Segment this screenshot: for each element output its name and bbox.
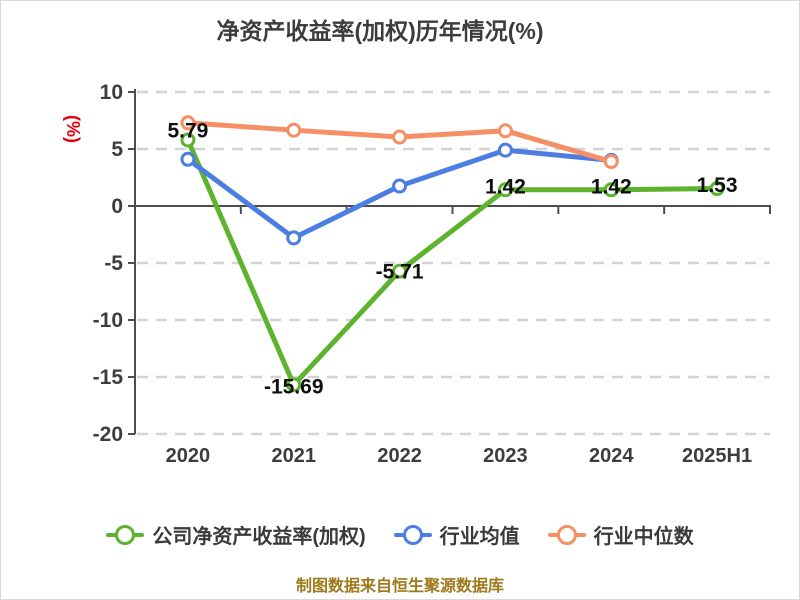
data-point-marker (497, 182, 513, 198)
legend: 公司净资产收益率(加权) 行业均值 行业中位数 (1, 520, 799, 549)
industry-average-series-marker-icon (393, 523, 432, 547)
data-point-marker (286, 122, 302, 138)
y-tick-label: -10 (93, 309, 123, 332)
y-tick-label: -5 (104, 252, 123, 275)
point-value-label: 5.79 (167, 119, 208, 142)
company-roe-series-marker-icon (106, 523, 145, 547)
data-point-marker (497, 142, 513, 158)
series-line-0 (185, 137, 720, 388)
y-tick-label: 0 (111, 195, 123, 218)
series-line-1 (185, 147, 614, 241)
point-value-label: 1.42 (485, 175, 526, 198)
x-tick-label: 2022 (377, 445, 422, 467)
data-point-marker (709, 181, 725, 197)
industry-median-series-marker-icon (547, 523, 586, 547)
legend-item-industry-average[interactable]: 行业均值 (393, 520, 520, 549)
data-point-marker (286, 230, 302, 246)
y-axis-name: (%) (63, 115, 83, 143)
data-point-marker (497, 123, 513, 139)
x-tick-label: 2021 (272, 445, 317, 467)
x-tick-label: 2024 (589, 445, 634, 467)
legend-item-industry-median[interactable]: 行业中位数 (547, 520, 694, 549)
data-point-marker (180, 151, 196, 167)
x-tick-label: 2023 (483, 445, 528, 467)
data-point-marker (392, 129, 408, 145)
footer-note: 制图数据来自恒生聚源数据库 (295, 578, 504, 595)
y-tick-label: 10 (100, 81, 123, 104)
point-value-label: -5.71 (376, 261, 424, 284)
y-tick-label: 5 (111, 138, 123, 161)
y-tick-label: -15 (93, 366, 124, 389)
data-point-marker (392, 178, 408, 194)
data-point-marker (286, 377, 302, 393)
data-point-marker (392, 263, 408, 279)
chart-title: 净资产收益率(加权)历年情况(%) (216, 18, 544, 44)
x-tick-label: 2020 (166, 445, 211, 467)
data-point-marker (603, 182, 619, 198)
legend-label-industry-median: 行业中位数 (593, 526, 694, 548)
data-point-marker (180, 115, 196, 131)
legend-label-company-roe: 公司净资产收益率(加权) (152, 526, 366, 548)
legend-label-industry-average: 行业均值 (439, 526, 520, 548)
legend-item-company-roe[interactable]: 公司净资产收益率(加权) (106, 520, 366, 549)
point-value-label: 1.42 (591, 175, 632, 198)
point-value-label: -15.69 (264, 375, 324, 398)
y-tick-label: -20 (93, 423, 123, 446)
data-point-marker (603, 154, 619, 170)
point-value-label: 1.53 (697, 174, 738, 197)
chart-plot: 10 5 0 -5 -10 -15 -20 (%) 2020 2021 2022 2023 2024 20… (63, 81, 771, 467)
x-tick-label: 2025H1 (682, 445, 752, 467)
data-point-marker (180, 132, 196, 148)
